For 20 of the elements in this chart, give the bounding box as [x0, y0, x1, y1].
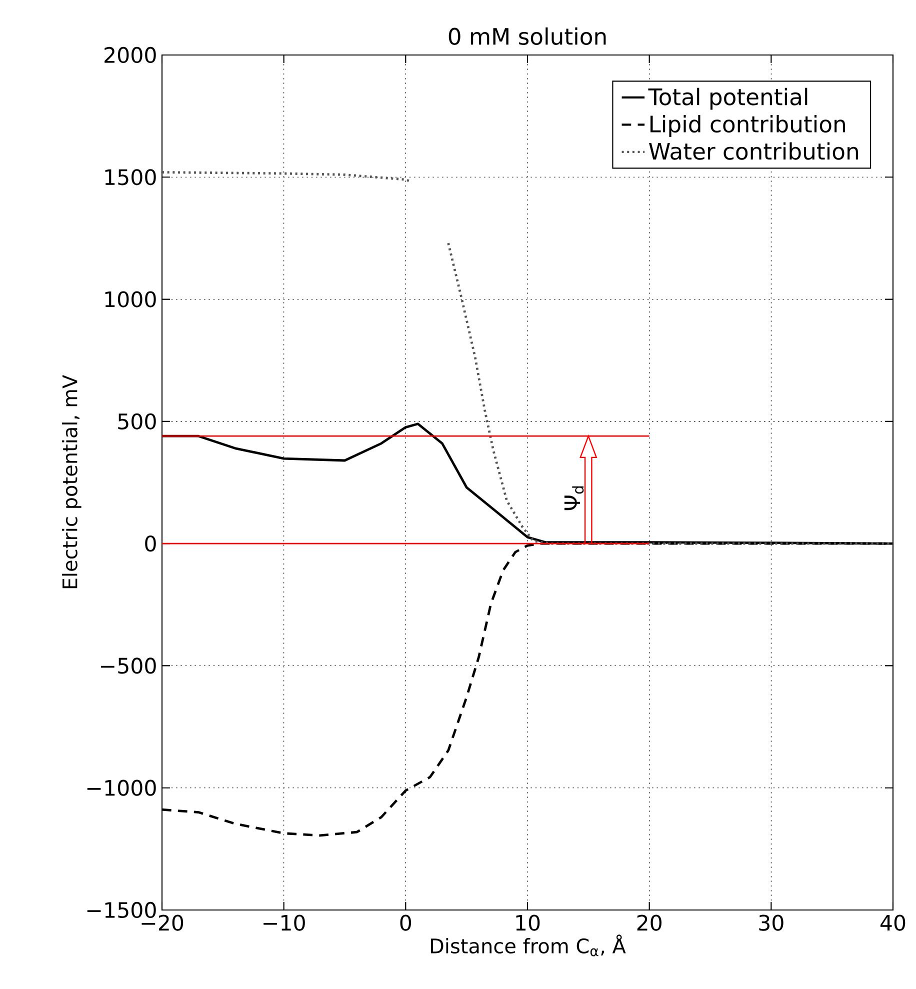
annotation: Ψ$_{d}$: [564, 486, 584, 510]
y-axis-title: Electric potential, mV: [62, 375, 82, 588]
y-tick-label: 1500: [105, 169, 156, 186]
x-tick-label: 40: [880, 914, 906, 931]
y-tick-label: 0: [145, 536, 156, 552]
x-tick-label: 20: [637, 914, 662, 931]
legend-label: Total potential: [648, 88, 808, 110]
y-tick-label: −1000: [87, 780, 156, 796]
y-tick-label: 500: [118, 413, 156, 430]
x-axis-title: Distance from C$_{α}$, Å: [430, 934, 626, 956]
x-tick-label: 30: [759, 914, 784, 931]
x-tick-label: −10: [264, 914, 305, 931]
y-tick-label: 1000: [105, 291, 156, 308]
y-tick-label: −500: [100, 658, 156, 674]
x-tick-label: 0: [400, 914, 412, 931]
x-tick-label: 10: [516, 914, 540, 931]
chart-title: 0 mM solution: [448, 27, 606, 45]
legend-label: Lipid contribution: [650, 115, 845, 137]
y-tick-label: 2000: [104, 46, 156, 64]
legend-label: Water contribution: [649, 142, 858, 160]
